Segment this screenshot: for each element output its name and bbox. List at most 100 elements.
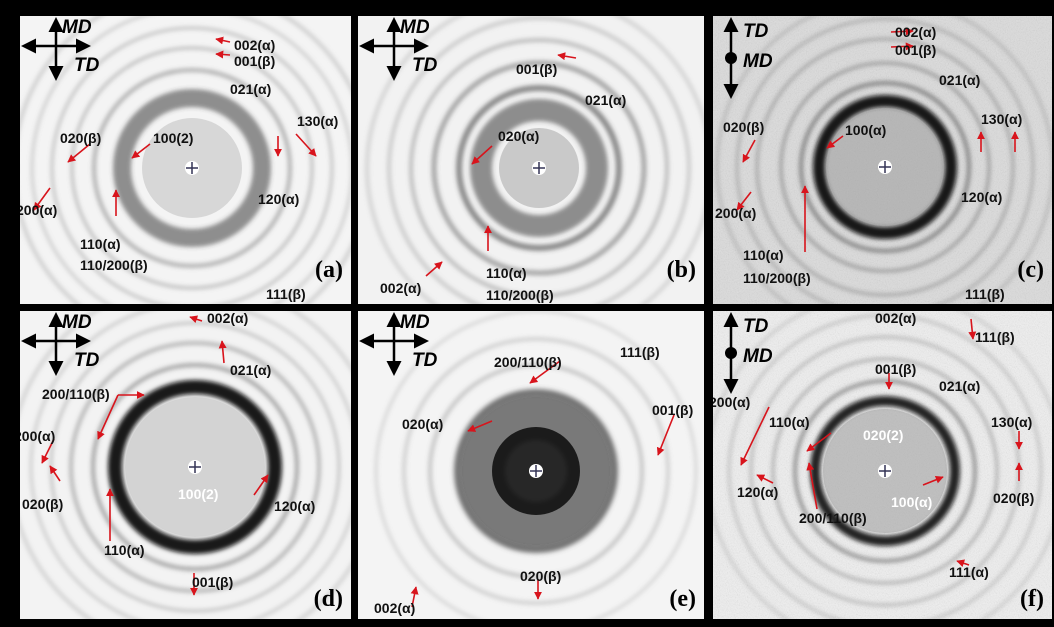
diffraction-ring bbox=[755, 37, 1015, 297]
diffraction-pattern-c bbox=[713, 16, 1052, 304]
diffraction-ring bbox=[409, 38, 669, 298]
reflection-label: 020(β) bbox=[60, 130, 102, 146]
diffraction-ring bbox=[30, 16, 351, 304]
panel-label: (b) bbox=[666, 257, 696, 283]
reflection-label: 100(2) bbox=[153, 130, 194, 146]
diffraction-panel-d: MD TD 002(α) 021(α) 200/110(β) 200(α) 100(2) 12… bbox=[20, 311, 351, 619]
diffraction-ring bbox=[779, 61, 991, 273]
reflection-label: 120(α) bbox=[961, 189, 1003, 205]
diffraction-ring bbox=[50, 26, 334, 304]
orientation-label-secondary: MD bbox=[743, 346, 773, 367]
diffraction-ring bbox=[456, 85, 622, 251]
reflection-label: 001(β) bbox=[516, 61, 558, 77]
reflection-label: 111(β) bbox=[620, 344, 660, 360]
reflection-label: 111(β) bbox=[975, 329, 1015, 345]
reflection-label: 021(α) bbox=[230, 81, 272, 97]
diffraction-panel-f: TD MD 002(α) 111(β) 001(β) 021(α) 200(α) 110(α)… bbox=[713, 311, 1052, 619]
diffraction-panel-b: MD TD 001(β) 021(α) 020(α) 002(α) 110(α) 110/20… bbox=[358, 16, 704, 304]
diffraction-ring bbox=[715, 16, 1052, 304]
panel-label: (d) bbox=[313, 586, 343, 612]
reflection-label: 130(α) bbox=[297, 113, 339, 129]
reflection-label: 002(α) bbox=[234, 37, 276, 53]
diffraction-panel-e: MD TD 111(β) 200/110(β) 020(α) 001(β) 020(β) 00… bbox=[358, 311, 704, 619]
reflection-label: 110(α) bbox=[80, 236, 121, 252]
orientation-label-secondary: TD bbox=[412, 350, 438, 371]
diffraction-ring bbox=[92, 68, 292, 268]
orientation-label-primary: MD bbox=[62, 312, 92, 333]
reflection-label: 020(β) bbox=[22, 496, 64, 512]
reflection-label: 130(α) bbox=[991, 414, 1033, 430]
diffraction-ring bbox=[431, 60, 647, 276]
reflection-label: 200(α) bbox=[715, 205, 757, 221]
reflection-label: 001(β) bbox=[875, 361, 917, 377]
reflection-label: 120(α) bbox=[737, 484, 779, 500]
diffraction-ring bbox=[29, 311, 351, 619]
diffraction-ring bbox=[374, 311, 698, 619]
reflection-label: 110/200(β) bbox=[743, 270, 811, 286]
diffraction-ring bbox=[470, 99, 608, 237]
reflection-label: 021(α) bbox=[585, 92, 627, 108]
diffraction-pattern-b bbox=[365, 16, 704, 304]
orientation-label-primary: MD bbox=[400, 312, 430, 333]
reflection-label: 020(α) bbox=[498, 128, 540, 144]
diffraction-ring bbox=[735, 17, 1035, 304]
reflection-label: 001(β) bbox=[895, 42, 937, 58]
diffraction-ring bbox=[455, 390, 617, 552]
reflection-label: 200(α) bbox=[713, 394, 751, 410]
panel-label: (f) bbox=[1020, 586, 1044, 612]
reflection-label: 200(α) bbox=[20, 428, 56, 444]
reflection-label: 111(β) bbox=[266, 286, 306, 302]
diffraction-ring bbox=[799, 81, 971, 253]
panel-label: (c) bbox=[1017, 257, 1044, 283]
orientation-label-secondary: TD bbox=[74, 55, 100, 76]
diffraction-ring bbox=[453, 388, 619, 554]
reflection-label: 200/110(β) bbox=[42, 386, 110, 402]
diffraction-ring bbox=[108, 380, 282, 554]
diffraction-ring bbox=[813, 95, 957, 239]
reflection-label: 002(α) bbox=[895, 24, 937, 40]
reflection-label: 200/110(β) bbox=[494, 354, 562, 370]
reflection-label: 110(α) bbox=[769, 414, 810, 430]
reflection-label: 002(α) bbox=[374, 600, 416, 616]
reflection-label: 021(α) bbox=[939, 378, 981, 394]
reflection-label: 002(α) bbox=[207, 311, 249, 326]
panel-label: (a) bbox=[315, 257, 343, 283]
reflection-label: 200/110(β) bbox=[799, 510, 867, 526]
orientation-label-secondary: MD bbox=[743, 51, 773, 72]
reflection-label: 002(α) bbox=[875, 311, 917, 326]
orientation-label-secondary: TD bbox=[74, 350, 100, 371]
diffraction-ring bbox=[793, 379, 977, 563]
reflection-label: 020(β) bbox=[993, 490, 1035, 506]
reflection-label: 120(α) bbox=[258, 191, 300, 207]
diffraction-panel-c: TD MD 002(α) 001(β) 021(α) 020(β) 100(α) 130(α)… bbox=[713, 16, 1052, 304]
reflection-label: 001(β) bbox=[234, 53, 276, 69]
reflection-label: 110(α) bbox=[104, 542, 145, 558]
reflection-label: 002(α) bbox=[380, 280, 422, 296]
orientation-label-primary: TD bbox=[743, 21, 769, 42]
reflection-label: 200(α) bbox=[20, 202, 58, 218]
orientation-label-primary: MD bbox=[62, 17, 92, 38]
reflection-label: 110(α) bbox=[743, 247, 784, 263]
reflection-label: 001(β) bbox=[652, 402, 694, 418]
reflection-label: 021(α) bbox=[230, 362, 272, 378]
reflection-label: 020(β) bbox=[723, 119, 765, 135]
diffraction-ring bbox=[365, 16, 704, 304]
reflection-label: 001(β) bbox=[192, 574, 234, 590]
reflection-label: 110/200(β) bbox=[486, 287, 554, 303]
diffraction-ring bbox=[91, 363, 299, 571]
reflection-label: 021(α) bbox=[939, 72, 981, 88]
diffraction-ring bbox=[113, 89, 271, 247]
diffraction-panel-a: MD TD 002(α) 001(β) 021(α) 130(α) 100(2) 020(β)… bbox=[20, 16, 351, 304]
reflection-label: 100(2) bbox=[178, 486, 219, 502]
reflection-label: 020(β) bbox=[520, 568, 562, 584]
diffraction-pattern-d bbox=[20, 311, 351, 619]
reflection-label: 111(α) bbox=[949, 564, 989, 580]
reflection-label: 110(α) bbox=[486, 265, 527, 281]
reflection-label: 020(α) bbox=[402, 416, 444, 432]
diffraction-ring bbox=[70, 46, 314, 290]
reflection-label: 100(α) bbox=[891, 494, 933, 510]
orientation-label-secondary: TD bbox=[412, 55, 438, 76]
diffraction-ring bbox=[727, 313, 1043, 619]
diffraction-ring bbox=[402, 337, 670, 605]
reflection-label: 111(β) bbox=[965, 286, 1005, 302]
